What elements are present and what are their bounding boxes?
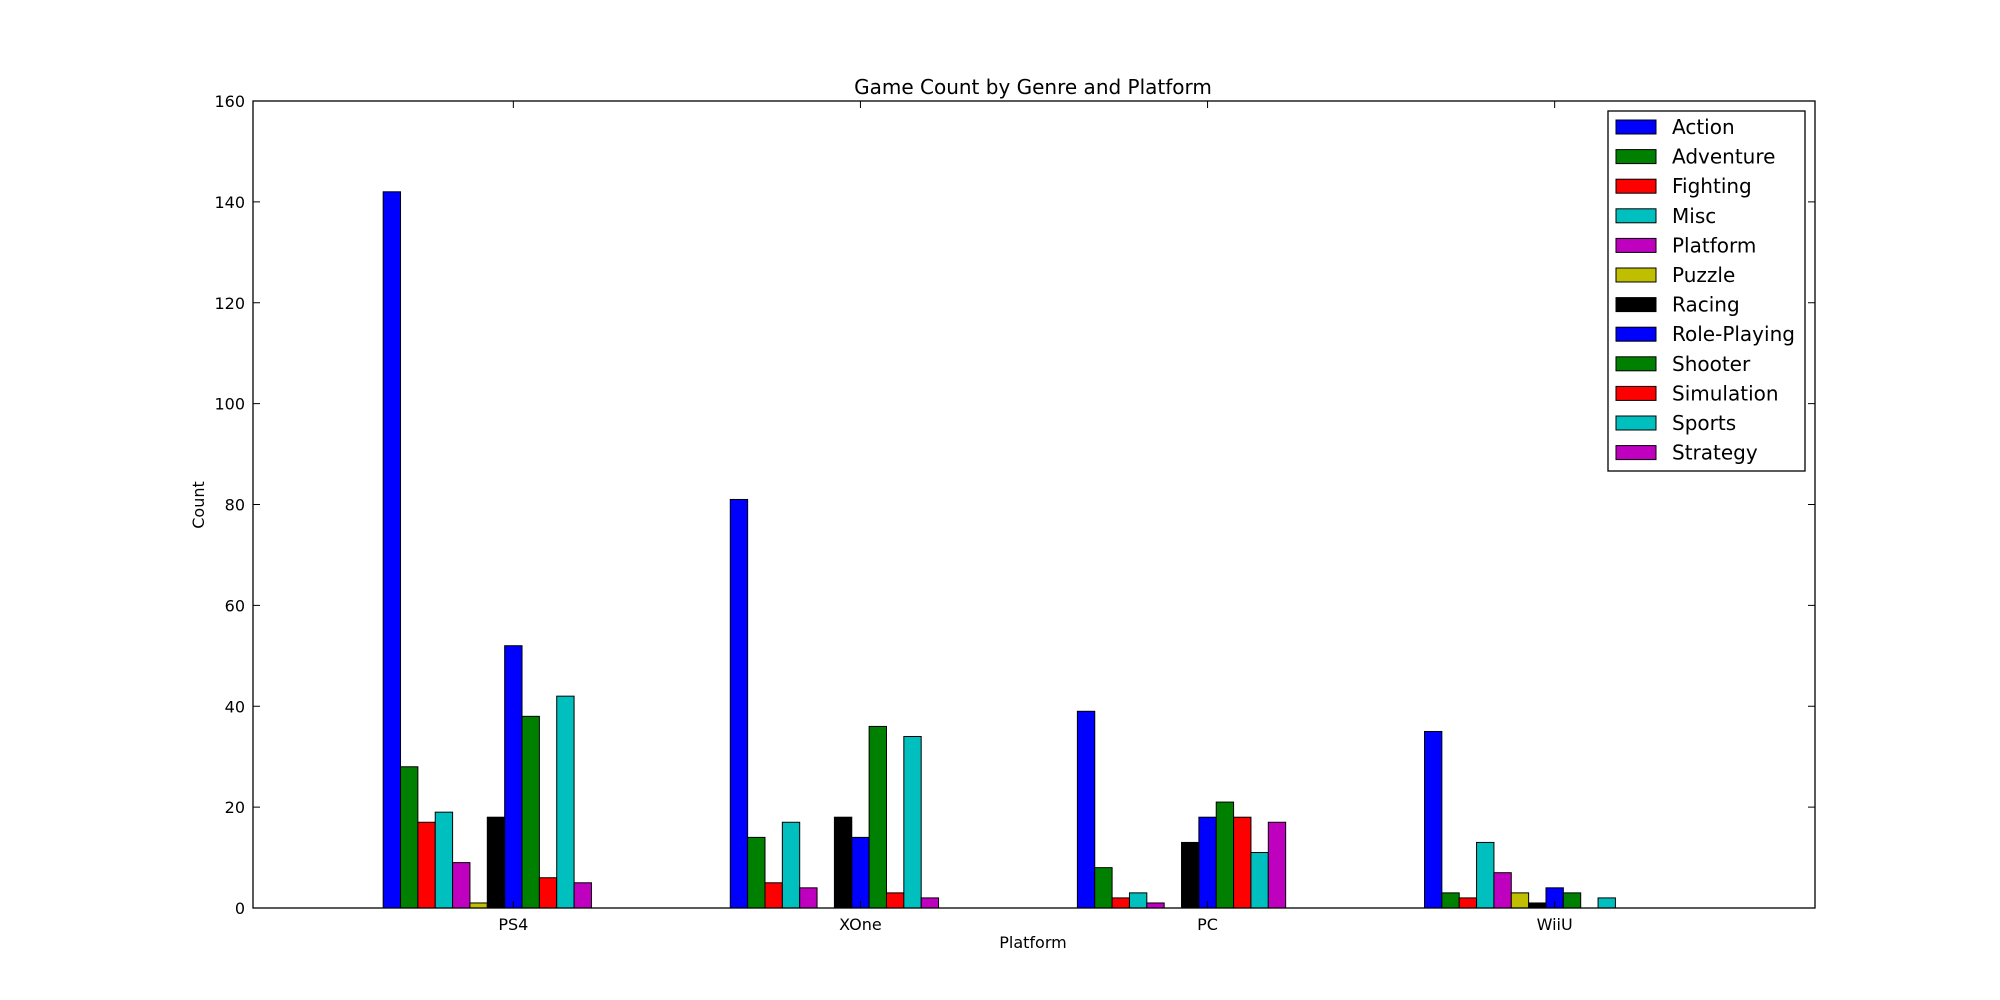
bar-pc-racing [1181, 841, 1200, 909]
y-axis: 0 20 40 60 80 100 120 140 160 [214, 92, 1815, 918]
y-tick-label: 100 [214, 395, 245, 414]
bar-pc-shooter [1215, 801, 1235, 909]
legend-frame [1607, 110, 1806, 472]
bar-ps4-simulation [538, 877, 558, 909]
legend-swatch-fighting [1615, 178, 1657, 194]
bar-ps4-racing [486, 816, 506, 909]
bar-wiiu-platform [1493, 872, 1512, 909]
y-tick-label: 40 [225, 697, 245, 716]
bar-xone-strategy [920, 897, 940, 909]
x-tick-label-wiiu: WiiU [1537, 915, 1573, 934]
x-tick-label-pc: PC [1197, 915, 1218, 934]
bar-ps4-sports [556, 695, 575, 909]
chart-title: Game Count by Genre and Platform [854, 75, 1212, 99]
bar-ps4-puzzle [469, 902, 488, 909]
bar-xone-sports [903, 736, 922, 909]
bar-ps4-action [382, 191, 402, 909]
legend-label-adventure: Adventure [1672, 145, 1775, 169]
bar-xone-fighting [764, 882, 783, 909]
bar-xone-misc [781, 821, 801, 909]
x-tick-label-xone: XOne [839, 915, 882, 934]
legend-swatch-racing [1615, 297, 1657, 313]
plot-area-frame [252, 100, 1816, 909]
bar-wiiu-adventure [1441, 892, 1460, 909]
legend-swatch-platform [1615, 237, 1657, 253]
y-tick-label: 120 [214, 294, 245, 313]
legend-swatch-sports [1615, 415, 1657, 431]
bar-pc-strategy [1267, 821, 1287, 909]
legend-label-shooter: Shooter [1672, 352, 1751, 376]
legend-label-simulation: Simulation [1672, 381, 1779, 405]
bar-ps4-misc [434, 811, 454, 909]
y-tick-label: 80 [225, 496, 245, 515]
bar-wiiu-sports [1597, 897, 1616, 909]
bar-ps4-platform [452, 862, 471, 909]
bar-pc-misc [1128, 892, 1148, 909]
legend-label-platform: Platform [1672, 233, 1756, 257]
bar-wiiu-fighting [1458, 897, 1478, 909]
y-tick-label: 60 [225, 596, 245, 615]
bar-xone-action [729, 498, 749, 909]
x-tick-label-ps4: PS4 [498, 915, 528, 934]
bar-ps4-fighting [417, 821, 436, 909]
legend-label-sports: Sports [1672, 411, 1736, 435]
bar-ps4-role-playing [504, 645, 523, 909]
legend-swatch-strategy [1615, 445, 1657, 461]
legend-swatch-shooter [1615, 356, 1657, 372]
bar-pc-fighting [1111, 897, 1130, 909]
legend-label-misc: Misc [1672, 204, 1716, 228]
y-tick-label: 160 [214, 92, 245, 111]
bar-ps4-adventure [400, 766, 419, 909]
legend-label-puzzle: Puzzle [1672, 263, 1735, 287]
y-axis-label: Count [189, 481, 208, 529]
y-tick-label: 140 [214, 193, 245, 212]
bar-ps4-shooter [521, 715, 540, 909]
x-axis-label: Platform [999, 933, 1066, 952]
bar-xone-adventure [747, 836, 766, 909]
bar-pc-action [1076, 710, 1096, 909]
bar-wiiu-action [1424, 730, 1443, 909]
bar-xone-role-playing [851, 836, 870, 909]
bar-ps4-strategy [573, 882, 592, 909]
bar-wiiu-racing [1528, 902, 1547, 909]
bar-xone-shooter [868, 725, 887, 909]
bar-pc-adventure [1094, 867, 1113, 909]
bar-xone-racing [833, 816, 853, 909]
bar-xone-platform [799, 887, 818, 909]
y-tick-label: 0 [235, 899, 245, 918]
bar-pc-simulation [1233, 816, 1252, 909]
bar-wiiu-puzzle [1510, 892, 1530, 909]
bar-xone-simulation [885, 892, 905, 909]
bar-wiiu-shooter [1562, 892, 1582, 909]
bars-layer [382, 191, 1616, 909]
legend-label-fighting: Fighting [1672, 174, 1752, 198]
legend-swatch-simulation [1615, 385, 1657, 401]
bar-wiiu-misc [1476, 841, 1495, 909]
legend-swatch-action [1615, 119, 1657, 135]
bar-pc-sports [1250, 852, 1269, 909]
bar-pc-platform [1146, 902, 1165, 909]
legend-swatch-role-playing [1615, 326, 1657, 342]
legend: Action Adventure Fighting Misc Platform Puzzl… [1607, 110, 1806, 472]
x-axis: PS4 XOne PC WiiU [498, 101, 1573, 934]
legend-label-role-playing: Role-Playing [1672, 322, 1795, 346]
legend-label-racing: Racing [1672, 293, 1740, 317]
legend-swatch-misc [1615, 208, 1657, 224]
bar-pc-role-playing [1198, 816, 1217, 909]
legend-label-action: Action [1672, 115, 1735, 139]
legend-swatch-adventure [1615, 149, 1657, 165]
legend-swatch-puzzle [1615, 267, 1657, 283]
legend-label-strategy: Strategy [1672, 441, 1758, 465]
y-tick-label: 20 [225, 798, 245, 817]
